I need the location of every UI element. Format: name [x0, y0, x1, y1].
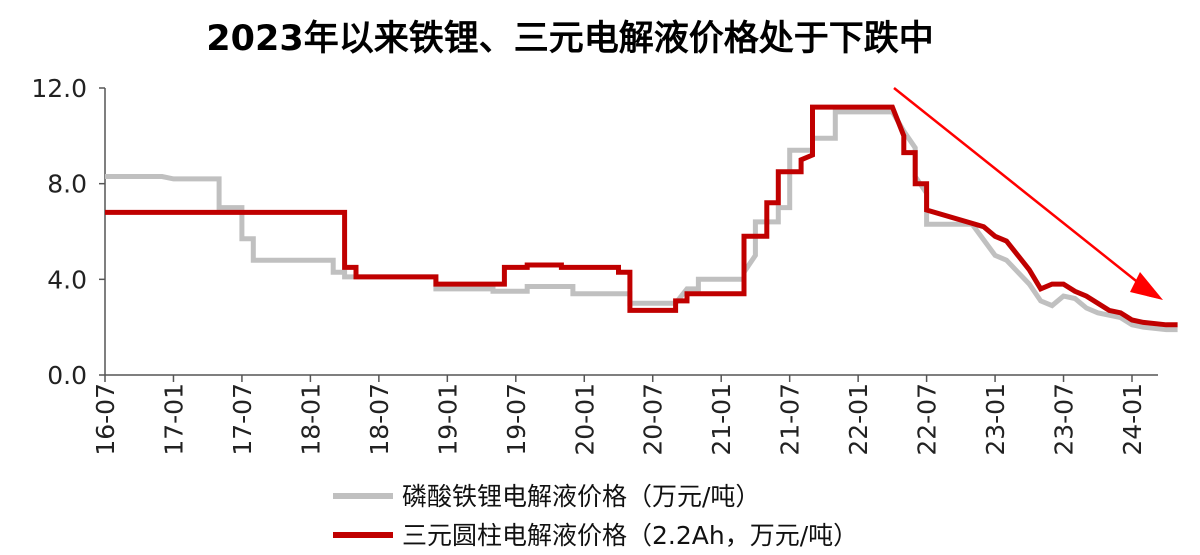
y-tick-label: 0.0 [47, 361, 87, 390]
x-tick-label: 23-01 [981, 383, 1010, 456]
y-tick-label: 4.0 [47, 265, 87, 294]
x-tick-label: 19-01 [433, 383, 462, 456]
x-tick-label: 18-01 [296, 383, 325, 456]
x-tick-label: 19-07 [502, 383, 531, 456]
x-tick-label: 24-01 [1118, 383, 1147, 456]
x-tick-label: 18-07 [365, 383, 394, 456]
trend-arrowhead [1130, 272, 1163, 300]
x-tick-label: 22-07 [913, 383, 942, 456]
x-tick-label: 23-07 [1050, 383, 1079, 456]
x-tick-label: 22-01 [844, 383, 873, 456]
y-tick-label: 8.0 [47, 170, 87, 199]
x-tick-label: 17-07 [228, 383, 257, 456]
x-tick-label: 16-07 [91, 383, 120, 456]
x-tick-label: 20-07 [639, 383, 668, 456]
series-line-ncm [105, 104, 1178, 328]
annotation-layer [893, 87, 1163, 300]
x-tick-label: 21-01 [707, 383, 736, 456]
legend-label-ncm: 三元圆柱电解液价格（2.2Ah，万元/吨） [402, 521, 858, 550]
y-tick-label: 12.0 [31, 74, 87, 103]
x-tick-label: 20-01 [570, 383, 599, 456]
legend-label-lfp: 磷酸铁锂电解液价格（万元/吨） [402, 482, 760, 511]
x-tick-label: 21-07 [776, 383, 805, 456]
trend-arrow [893, 87, 1159, 299]
chart-title: 2023年以来铁锂、三元电解液价格处于下跌中 [206, 19, 934, 59]
legend: 磷酸铁锂电解液价格（万元/吨） 三元圆柱电解液价格（2.2Ah，万元/吨） [333, 482, 858, 550]
x-tick-label: 17-01 [159, 383, 188, 456]
series-line-lfp [105, 109, 1178, 333]
axes: 0.0 4.0 8.0 12.0 16-07 17-01 17-07 18-01 18-07 19… [31, 74, 1158, 456]
series-layer [105, 104, 1178, 333]
